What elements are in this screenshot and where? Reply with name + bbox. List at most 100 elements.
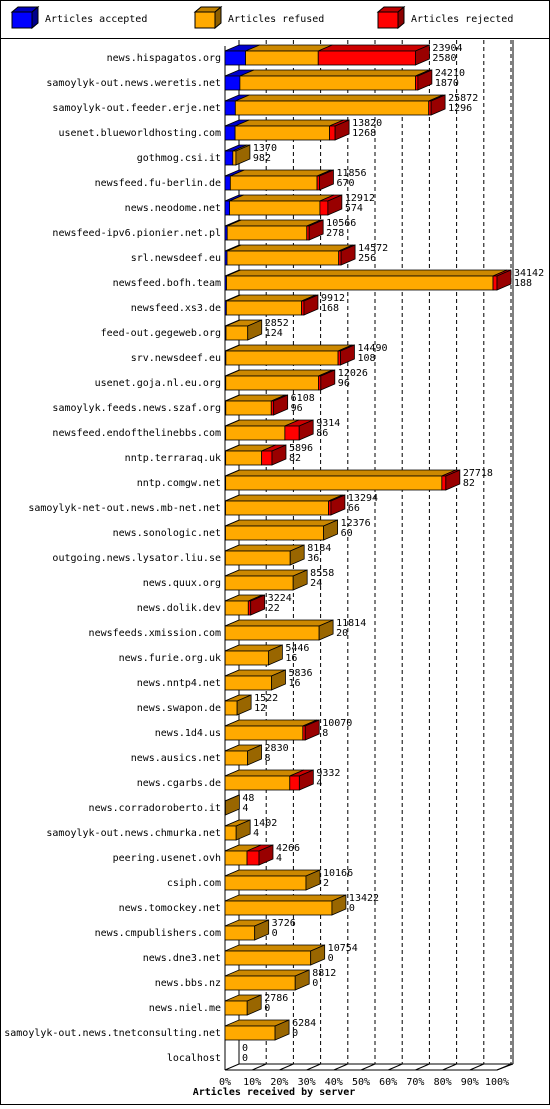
bar-segment xyxy=(225,901,332,915)
accepted-label: 0 xyxy=(312,978,318,989)
accepted-label: 66 xyxy=(348,503,360,514)
bar-top xyxy=(226,370,333,376)
bar-top xyxy=(226,270,507,276)
accepted-label: 4 xyxy=(276,853,282,864)
category-label: newsfeed.fu-berlin.de xyxy=(95,178,221,189)
accepted-label: 22 xyxy=(268,603,280,614)
x-tick-label: 70% xyxy=(406,1077,424,1088)
bar-top xyxy=(235,120,343,126)
accepted-label: 168 xyxy=(321,303,339,314)
legend-swatch xyxy=(12,12,32,28)
bar-segment xyxy=(225,776,290,790)
bar-segment xyxy=(262,451,272,465)
x-tick-label: 30% xyxy=(298,1077,316,1088)
category-label: news.nntp4.net xyxy=(137,678,221,689)
bar-segment xyxy=(226,301,301,315)
category-label: news.dolik.dev xyxy=(137,603,221,614)
x-tick-label: 60% xyxy=(379,1077,397,1088)
category-label: newsfeed-ipv6.pionier.net.pl xyxy=(52,228,221,239)
x-tick-label: 0% xyxy=(219,1077,231,1088)
bar-segment xyxy=(442,476,446,490)
category-label: usenet.goja.nl.eu.org xyxy=(95,378,221,389)
bar-segment xyxy=(225,151,233,165)
x-tick-label: 50% xyxy=(352,1077,370,1088)
category-label: news.sonologic.net xyxy=(113,528,221,539)
bar-segment xyxy=(225,1001,247,1015)
bar-segment xyxy=(230,176,317,190)
category-label: gothmog.csi.it xyxy=(137,153,221,164)
bar-segment xyxy=(225,626,319,640)
bar-top xyxy=(225,945,325,951)
bar-top xyxy=(225,520,337,526)
category-label: news.1d4.us xyxy=(155,728,221,739)
accepted-label: 82 xyxy=(289,453,301,464)
accepted-label: 2580 xyxy=(432,53,456,64)
bar-segment xyxy=(225,701,237,715)
bar-segment xyxy=(235,126,329,140)
category-label: srv.newsdeef.eu xyxy=(131,353,221,364)
bar-segment xyxy=(225,176,230,190)
accepted-label: 0 xyxy=(328,953,334,964)
bar-segment xyxy=(225,126,235,140)
accepted-label: 24 xyxy=(310,578,322,589)
bar-top xyxy=(226,295,315,301)
accepted-label: 2 xyxy=(323,878,329,889)
bar-segment xyxy=(226,351,338,365)
bar-segment xyxy=(240,76,416,90)
category-label: samoylyk-out.news.weretis.net xyxy=(46,78,221,89)
accepted-label: 0 xyxy=(292,1028,298,1039)
accepted-label: 96 xyxy=(291,403,303,414)
bar-segment xyxy=(225,76,240,90)
bar-top xyxy=(240,70,430,76)
category-label: usenet.blueworldhosting.com xyxy=(58,128,221,139)
bar-segment xyxy=(227,251,339,265)
x-tick-label: 100% xyxy=(485,1077,509,1088)
bar-segment xyxy=(225,526,323,540)
accepted-label: 4 xyxy=(253,828,259,839)
category-label: news.corradoroberto.it xyxy=(89,803,221,814)
accepted-label: 256 xyxy=(358,253,376,264)
accepted-label: 108 xyxy=(357,353,375,364)
category-label: news.furie.org.uk xyxy=(119,653,221,664)
accepted-label: 16 xyxy=(285,653,297,664)
accepted-label: 982 xyxy=(253,153,271,164)
legend-label: Articles accepted xyxy=(45,14,147,25)
category-label: peering.usenet.ovh xyxy=(113,853,221,864)
category-label: localhost xyxy=(167,1053,221,1064)
bar-segment xyxy=(225,576,293,590)
accepted-label: 574 xyxy=(345,203,363,214)
accepted-label: 36 xyxy=(307,553,319,564)
category-label: newsfeeds.xmission.com xyxy=(89,628,221,639)
accepted-label: 60 xyxy=(341,528,353,539)
category-label: nntp.terraraq.uk xyxy=(125,453,221,464)
bar-top xyxy=(225,720,317,726)
accepted-label: 8 xyxy=(265,753,271,764)
bar-segment xyxy=(225,551,290,565)
bar-segment xyxy=(227,226,307,240)
bar-top xyxy=(230,170,331,176)
bar-segment xyxy=(226,276,493,290)
bar-segment xyxy=(225,601,248,615)
category-label: outgoing.news.lysator.liu.se xyxy=(52,553,221,564)
category-label: samoylyk.feeds.news.szaf.org xyxy=(52,403,221,414)
bar-segment xyxy=(225,676,271,690)
bar-segment xyxy=(225,651,268,665)
category-label: samoylyk-out.feeder.erje.net xyxy=(52,103,221,114)
bar-segment xyxy=(225,101,235,115)
bar-segment xyxy=(225,976,295,990)
bar-segment xyxy=(230,201,320,215)
bar-segment xyxy=(225,951,311,965)
bar-segment xyxy=(225,51,246,65)
legend-label: Articles refused xyxy=(228,14,324,25)
x-tick-label: 20% xyxy=(270,1077,288,1088)
bar-segment xyxy=(226,326,248,340)
category-label: news.niel.me xyxy=(149,1003,221,1014)
accepted-label: 0 xyxy=(349,903,355,914)
bar-segment xyxy=(226,401,272,415)
category-label: newsfeed.xs3.de xyxy=(131,303,221,314)
x-tick-label: 80% xyxy=(434,1077,452,1088)
bar-segment xyxy=(493,276,497,290)
bar-top xyxy=(225,870,320,876)
bar-segment xyxy=(330,126,336,140)
